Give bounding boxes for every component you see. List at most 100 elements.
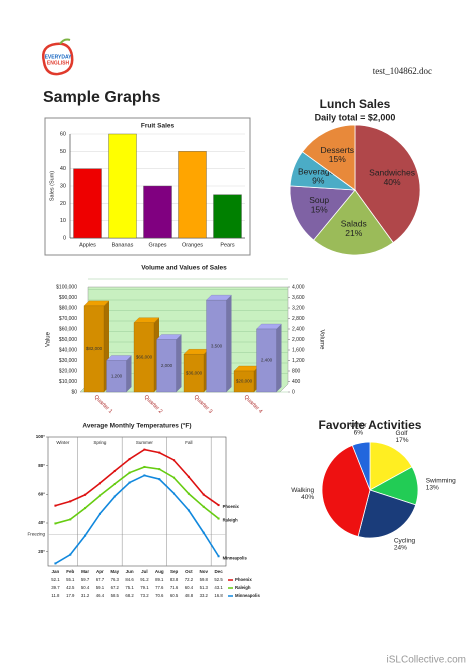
table-cell: 52.5 (214, 577, 223, 582)
slice-label: Cycling (394, 537, 416, 544)
bar-side (226, 295, 232, 392)
y-tick-label: $10,000 (59, 379, 77, 385)
point (113, 483, 116, 486)
season-label: Winter (56, 440, 70, 445)
table-cell: 72.2 (185, 577, 194, 582)
point (158, 451, 161, 454)
point (187, 509, 190, 512)
point (202, 505, 205, 508)
point (143, 448, 146, 451)
slice-value-label: 6% (354, 429, 364, 436)
filename: test_104862.doc (373, 66, 432, 76)
y2-tick-label: 1,200 (292, 358, 305, 364)
point (69, 553, 72, 556)
y-tick-label: $60,000 (59, 326, 77, 332)
pie-slice (369, 441, 413, 491)
slice-label: Soup (309, 195, 329, 205)
y2-tick-label: 3,200 (292, 305, 305, 311)
y-tick-label: 10 (60, 218, 66, 224)
point (69, 500, 72, 503)
point (217, 504, 220, 507)
y-tick-label: 20 (60, 201, 66, 207)
bar-side (176, 334, 182, 392)
bar (213, 194, 242, 239)
table-cell: 46.4 (96, 593, 105, 598)
point (217, 517, 220, 520)
table-cell: 33.2 (200, 593, 209, 598)
bar (156, 339, 177, 393)
y-tick-label: $80,000 (59, 305, 77, 311)
x-tick-label: Bananas (112, 242, 134, 248)
x-tick-label: Grapes (148, 242, 166, 248)
point (187, 475, 190, 478)
bar (108, 133, 137, 239)
pie-slice (354, 124, 421, 244)
table-cell: 76.3 (111, 577, 120, 582)
table-cell: 52.1 (51, 577, 60, 582)
y2-tick-label: 1,600 (292, 347, 305, 353)
slice-value-label: 17% (396, 437, 409, 444)
y-tick-label: $50,000 (59, 337, 77, 343)
table-cell: 67.2 (111, 585, 120, 590)
pie-slice (289, 185, 356, 241)
point (187, 492, 190, 495)
table-cell: 55.1 (66, 577, 75, 582)
y-tick-label: $90,000 (59, 295, 77, 301)
slice-value-label: 40% (301, 494, 314, 501)
bar (183, 354, 205, 393)
table-cell: 60.5 (170, 593, 179, 598)
slice-label: Beverages (298, 166, 339, 176)
table-cell: 43.1 (214, 585, 223, 590)
slice-value-label: 24% (394, 545, 407, 552)
chart-subtitle: Daily total = $2,000 (315, 112, 396, 122)
x-tick-label: Quarter 3 (193, 394, 214, 415)
point (202, 493, 205, 496)
bar (106, 360, 127, 393)
bar-value-label: 1,200 (111, 373, 123, 378)
table-cell: 68.2 (125, 593, 134, 598)
x-tick-label: Quarter 2 (143, 394, 164, 415)
y-tick-label: 20° (38, 549, 45, 554)
y-axis-label: Value (46, 331, 52, 347)
table-cell: 77.6 (155, 585, 164, 590)
point (98, 494, 101, 497)
y-tick-label: $100,000 (56, 284, 77, 290)
y-tick-label: 30 (60, 183, 66, 189)
bar-value-label: 2,000 (161, 363, 173, 368)
table-cell: 16.8 (214, 593, 223, 598)
logo-swoosh (42, 42, 74, 76)
point (113, 495, 116, 498)
table-cell: 58.5 (111, 593, 120, 598)
table-cell: 59.1 (96, 585, 105, 590)
point (54, 562, 57, 565)
point (128, 471, 131, 474)
point (84, 493, 87, 496)
point (158, 478, 161, 481)
table-cell: 31.2 (81, 593, 90, 598)
logo: EVERYDAY ENGLISH (42, 38, 74, 76)
footer: iSLCollective.com (387, 655, 466, 666)
table-cell: 59.7 (81, 577, 90, 582)
season-label: Summer (136, 440, 154, 445)
pie-slice (321, 444, 371, 537)
x-tick-label: Oranges (182, 242, 203, 248)
x-tick-label: Quarter 1 (93, 394, 114, 415)
plot-frame (47, 436, 227, 567)
slice-value-label: 21% (345, 228, 362, 238)
y2-tick-label: 0 (292, 389, 295, 395)
pie-slice (301, 124, 356, 191)
slice-value-label: 15% (311, 204, 328, 214)
season-label: Fall (185, 440, 192, 445)
table-cell: 17.9 (66, 593, 75, 598)
y-tick-label: 50 (60, 149, 66, 155)
y-tick-label: $40,000 (59, 347, 77, 353)
y-tick-label: 40 (60, 166, 66, 172)
x-tick-label: Oct (185, 569, 193, 574)
slice-value-label: 9% (312, 176, 325, 186)
line-series (55, 474, 220, 565)
slice-label: Sandwiches (369, 168, 415, 178)
y-tick-label: 60° (38, 492, 45, 497)
freezing-label: Freezing (27, 532, 45, 537)
y-tick-label: $0 (71, 389, 77, 395)
y-tick-label: $70,000 (59, 316, 77, 322)
